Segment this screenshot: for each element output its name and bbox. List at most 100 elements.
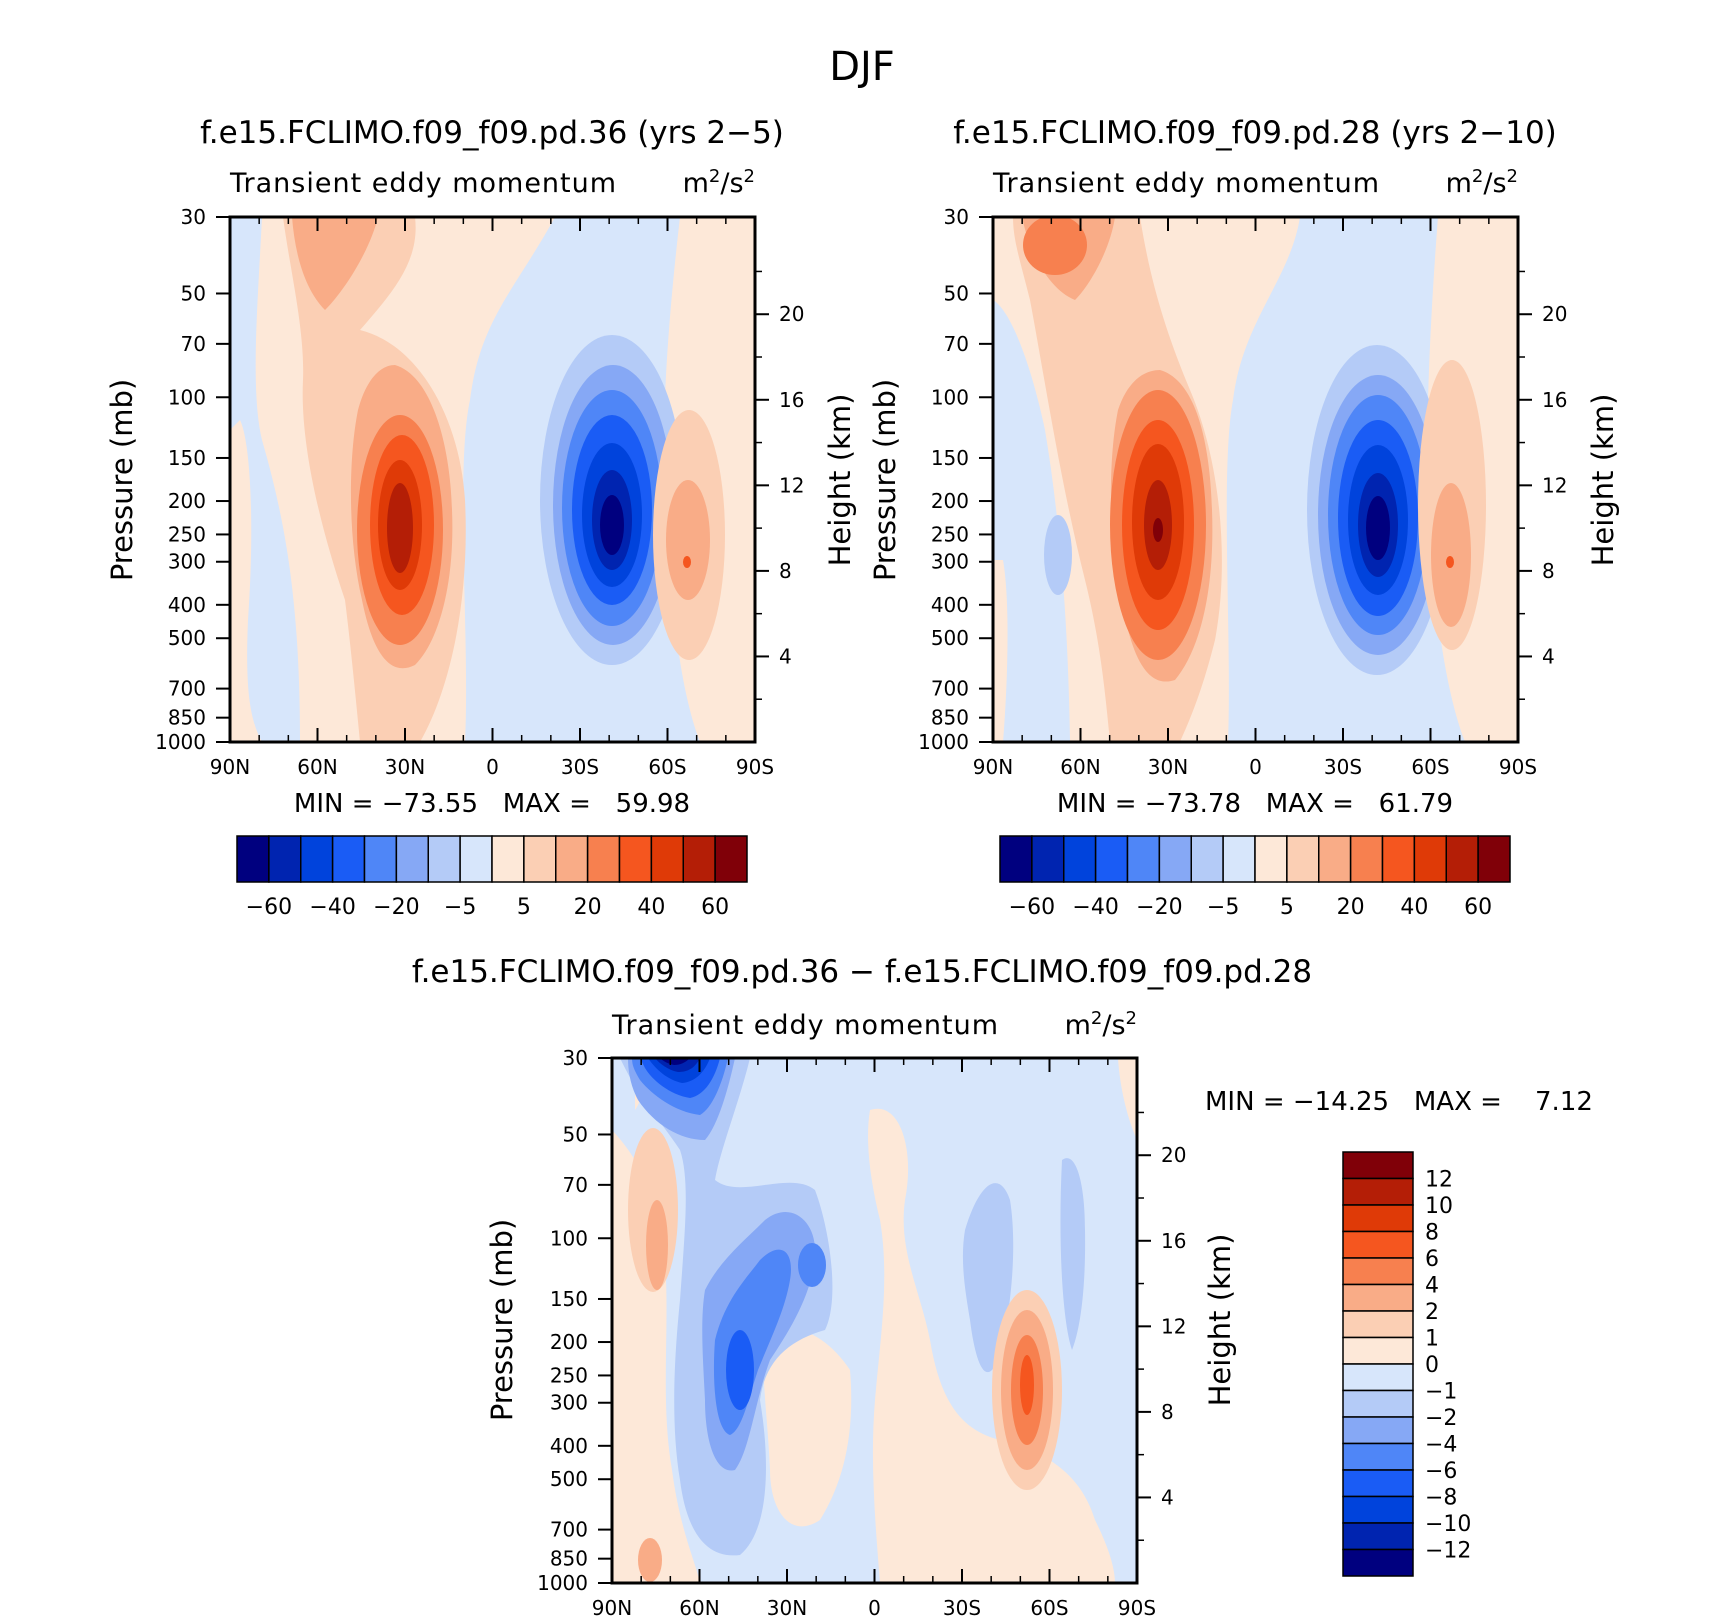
y-right-tick-label: 8 — [779, 559, 792, 583]
colorbar-label: 20 — [1337, 895, 1365, 920]
colorbar-swatch — [1342, 1363, 1414, 1392]
colorbar-label: 20 — [574, 895, 602, 920]
colorbar-swatch — [395, 835, 429, 883]
y-tick-label: 300 — [550, 1391, 588, 1415]
contour-pos-40 — [683, 556, 691, 568]
contour-neg-70 — [600, 495, 624, 555]
y-tick-label: 300 — [931, 550, 969, 574]
y-tick-label: 1000 — [155, 730, 206, 754]
y-tick-label: 250 — [168, 522, 206, 546]
colorbar-swatch — [1342, 1230, 1414, 1259]
colorbar-label: 2 — [1425, 1300, 1439, 1325]
y-tick-label: 1000 — [537, 1571, 588, 1595]
contour-neg-4 — [798, 1243, 826, 1287]
colorbar-swatch — [491, 835, 525, 883]
colorbar-swatch — [1031, 835, 1065, 883]
colorbar-swatch — [1342, 1177, 1414, 1206]
colorbar-swatch — [1342, 1389, 1414, 1418]
contour-pos-20 — [292, 217, 378, 310]
panel-units: m2/s2 — [1065, 1008, 1137, 1041]
contour-neg-70 — [1366, 496, 1390, 560]
y-right-tick-label: 16 — [1161, 1229, 1186, 1253]
panel-top-left: f.e15.FCLIMO.f09_f09.pd.36 (yrs 2−5) Tra… — [105, 115, 857, 920]
colorbar-label: −5 — [444, 895, 476, 920]
y-tick-label: 500 — [931, 626, 969, 650]
x-tick-label: 60S — [1411, 755, 1449, 779]
contour-pos-20 — [666, 480, 710, 600]
y-right-tick-label: 16 — [1542, 388, 1567, 412]
colorbar-swatch — [363, 835, 398, 883]
colorbar-swatch — [1342, 1416, 1414, 1445]
x-tick-label: 30N — [767, 1596, 807, 1617]
colorbar-swatch — [1413, 835, 1447, 883]
colorbar-swatch — [1222, 835, 1256, 883]
y-right-tick-label: 4 — [1542, 644, 1555, 668]
axes: 90N 60N 30N 0 30S 60S 90S 30 50 70 100 150 200 250 300… — [537, 1046, 1186, 1617]
y-tick-label: 30 — [181, 205, 206, 229]
x-tick-label: 90N — [210, 755, 250, 779]
colorbar: −60 −40 −20 −5 5 20 40 60 — [999, 835, 1511, 920]
contour-pos-1 — [763, 1327, 852, 1527]
colorbar-swatch — [586, 835, 621, 883]
contour-pos-5 — [230, 420, 262, 742]
colorbar-label: 5 — [517, 895, 531, 920]
contour-neg-12 — [660, 1058, 690, 1065]
y-tick-label: 100 — [550, 1226, 588, 1250]
axes: 90N 60N 30N 0 30S 60S 90S 30 50 70 100 150 200 250 300… — [155, 205, 804, 779]
x-tick-label: 60S — [648, 755, 686, 779]
x-tick-label: 60N — [1060, 755, 1100, 779]
colorbar-label: −12 — [1425, 1539, 1471, 1564]
y-tick-label: 30 — [563, 1046, 588, 1070]
y-tick-label: 1000 — [918, 730, 969, 754]
colorbar-swatch — [268, 835, 302, 883]
colorbar-swatch — [523, 835, 557, 883]
colorbar-label: 12 — [1425, 1168, 1453, 1193]
panel-title: f.e15.FCLIMO.f09_f09.pd.36 (yrs 2−5) — [200, 115, 784, 151]
contour-pos-4 — [646, 1200, 668, 1290]
y-tick-label: 200 — [168, 489, 206, 513]
y-right-tick-label: 16 — [779, 388, 804, 412]
y-axis-label-right: Height (km) — [823, 394, 857, 567]
colorbar-swatch — [1063, 835, 1097, 883]
y-right-tick-label: 12 — [1542, 473, 1567, 497]
colorbar-label: −2 — [1425, 1406, 1457, 1431]
y-tick-label: 700 — [168, 677, 206, 701]
colorbar-swatch — [1342, 1204, 1414, 1233]
x-tick-label: 0 — [868, 1596, 881, 1617]
panel-bottom-diff: f.e15.FCLIMO.f09_f09.pd.36 − f.e15.FCLIM… — [412, 954, 1593, 1617]
y-right-tick-label: 4 — [779, 644, 792, 668]
contour-pos-1 — [1118, 1058, 1137, 1140]
x-tick-label: 30S — [943, 1596, 981, 1617]
x-tick-label: 30N — [1148, 755, 1188, 779]
panel-stats: MIN = −73.55 MAX = 59.98 — [294, 789, 690, 819]
colorbar-swatch — [618, 835, 653, 883]
y-tick-label: 200 — [931, 489, 969, 513]
axes: 90N 60N 30N 0 30S 60S 90S 30 50 70 100 150 200 250 300… — [918, 205, 1567, 779]
y-tick-label: 250 — [931, 522, 969, 546]
x-tick-label: 90S — [1499, 755, 1537, 779]
colorbar-swatch — [1342, 1548, 1414, 1577]
y-right-tick-label: 4 — [1161, 1485, 1174, 1509]
y-tick-label: 150 — [168, 446, 206, 470]
contour-neg-1 — [1060, 1158, 1086, 1350]
contour-neg-6 — [726, 1330, 754, 1410]
colorbar-label: 1 — [1425, 1327, 1439, 1352]
colorbar-label: 10 — [1425, 1194, 1453, 1219]
panel-subtitle: Transient eddy momentum — [992, 168, 1380, 199]
colorbar-label: 4 — [1425, 1274, 1439, 1299]
colorbar-label: 60 — [1464, 895, 1492, 920]
colorbar-swatch — [1342, 1495, 1414, 1524]
colorbar-swatch — [1342, 1257, 1414, 1286]
y-tick-label: 50 — [181, 281, 206, 305]
contour-neg-10 — [1044, 515, 1072, 595]
colorbar-label: −8 — [1425, 1486, 1457, 1511]
colorbar: −60 −40 −20 −5 5 20 40 60 — [236, 835, 748, 920]
panel-top-right: f.e15.FCLIMO.f09_f09.pd.28 (yrs 2−10) Tr… — [868, 115, 1620, 920]
y-tick-label: 70 — [181, 332, 206, 356]
colorbar-label: 40 — [637, 895, 665, 920]
y-tick-label: 70 — [944, 332, 969, 356]
colorbar-swatch — [1477, 835, 1511, 883]
colorbar-label: −10 — [1425, 1512, 1471, 1537]
